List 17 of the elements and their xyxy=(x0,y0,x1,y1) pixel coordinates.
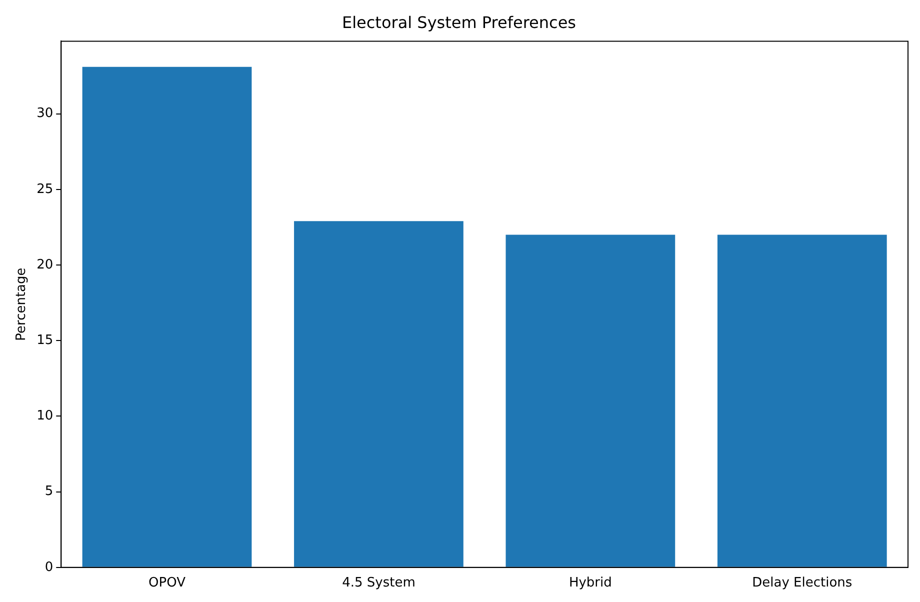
chart-title: Electoral System Preferences xyxy=(342,12,576,32)
bar xyxy=(506,234,676,567)
x-tick-label: Delay Elections xyxy=(752,576,852,591)
y-tick-label: 0 xyxy=(44,560,54,575)
y-axis-title: Percentage xyxy=(14,268,30,341)
y-tick-label: 25 xyxy=(36,182,54,197)
x-tick-label: Hybrid xyxy=(568,576,612,591)
bar xyxy=(82,66,252,567)
x-tick-label: OPOV xyxy=(148,576,186,591)
bar xyxy=(717,234,887,567)
y-tick-label: 10 xyxy=(36,408,54,424)
x-tick-label: 4.5 System xyxy=(342,576,416,591)
y-tick-label: 15 xyxy=(36,332,54,348)
y-tick-label: 5 xyxy=(44,484,54,500)
y-tick-label: 20 xyxy=(36,257,54,272)
y-tick-label: 30 xyxy=(36,106,54,122)
bar xyxy=(294,221,464,567)
